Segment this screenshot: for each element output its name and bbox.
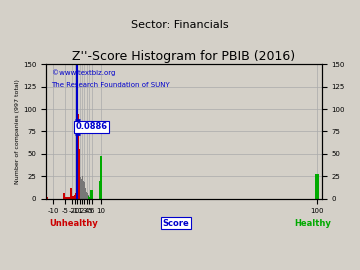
Text: ©www.textbiz.org: ©www.textbiz.org — [51, 70, 115, 76]
Bar — [78, 136, 79, 199]
Bar — [87, 194, 88, 199]
Bar — [86, 193, 88, 199]
Bar — [68, 197, 70, 199]
Text: The Research Foundation of SUNY: The Research Foundation of SUNY — [51, 82, 170, 88]
Bar — [86, 192, 87, 199]
Bar — [81, 181, 82, 199]
Bar — [65, 197, 68, 199]
Text: 0.0886: 0.0886 — [75, 123, 108, 131]
Text: Score: Score — [162, 219, 189, 228]
Y-axis label: Number of companies (997 total): Number of companies (997 total) — [15, 79, 20, 184]
Bar — [90, 197, 91, 199]
Bar — [74, 195, 75, 199]
Bar — [77, 113, 79, 199]
Bar — [82, 179, 84, 199]
Bar — [63, 193, 65, 199]
Bar — [85, 188, 86, 199]
Bar — [79, 174, 81, 199]
Bar — [75, 193, 77, 199]
Bar — [77, 100, 78, 199]
Bar — [70, 188, 72, 199]
Title: Z''-Score Histogram for PBIB (2016): Z''-Score Histogram for PBIB (2016) — [72, 50, 296, 63]
Bar — [88, 195, 89, 199]
Bar — [84, 183, 85, 199]
Text: Sector: Financials: Sector: Financials — [131, 20, 229, 30]
Bar — [80, 177, 81, 199]
Bar — [82, 176, 83, 199]
Bar — [72, 196, 75, 199]
Bar — [100, 156, 102, 199]
Bar — [85, 190, 86, 199]
Text: Healthy: Healthy — [294, 219, 331, 228]
Bar — [46, 197, 48, 199]
Bar — [84, 185, 85, 199]
Bar — [99, 181, 101, 199]
Bar — [89, 197, 90, 199]
Bar — [315, 174, 319, 199]
Bar — [81, 179, 82, 199]
Bar — [88, 196, 90, 199]
Bar — [83, 181, 84, 199]
Bar — [90, 197, 91, 199]
Text: Unhealthy: Unhealthy — [49, 219, 98, 228]
Bar — [79, 149, 80, 199]
Bar — [90, 190, 93, 199]
